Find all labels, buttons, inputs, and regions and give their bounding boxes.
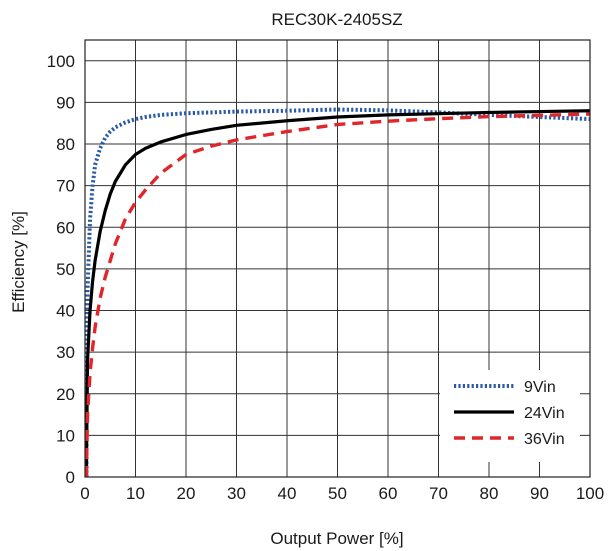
plot-frame: [84, 39, 591, 478]
y-tick-label: 0: [66, 468, 75, 487]
series-line-36vin: [84, 112, 591, 477]
x-tick-label: 70: [429, 484, 448, 503]
y-tick-label: 30: [56, 343, 75, 362]
tick-labels: 0 10 20 30 40 50 60 70 80 90 100 0 10 20 30 40 50 60 70 80 9…: [47, 52, 605, 503]
y-tick-label: 100: [47, 52, 75, 71]
series-layer: [84, 107, 591, 477]
x-axis-title: Output Power [%]: [270, 529, 403, 548]
x-tick-label: 80: [480, 484, 499, 503]
y-tick-label: 50: [56, 260, 75, 279]
y-tick-label: 90: [56, 93, 75, 112]
x-tick-label: 50: [328, 484, 347, 503]
x-tick-label: 0: [80, 484, 89, 503]
y-tick-label: 60: [56, 218, 75, 237]
series-line-24vin: [84, 109, 591, 477]
y-tick-label: 70: [56, 177, 75, 196]
x-tick-label: 20: [177, 484, 196, 503]
y-axis-title: Efficiency [%]: [9, 211, 28, 313]
y-tick-label: 20: [56, 385, 75, 404]
series-line-9vin: [84, 107, 591, 477]
x-tick-label: 10: [126, 484, 145, 503]
legend-label: 24Vin: [524, 405, 565, 422]
legend-label: 9Vin: [524, 379, 556, 396]
legend-label: 36Vin: [524, 431, 565, 448]
x-tick-label: 30: [227, 484, 246, 503]
grid: [85, 40, 590, 477]
x-tick-label: 40: [278, 484, 297, 503]
x-tick-label: 60: [379, 484, 398, 503]
x-tick-label: 100: [576, 484, 604, 503]
y-tick-label: 10: [56, 426, 75, 445]
legend: 9Vin 24Vin 36Vin: [440, 370, 580, 462]
y-tick-label: 80: [56, 135, 75, 154]
y-tick-label: 40: [56, 302, 75, 321]
x-tick-label: 90: [530, 484, 549, 503]
chart-title: REC30K-2405SZ: [271, 10, 402, 29]
